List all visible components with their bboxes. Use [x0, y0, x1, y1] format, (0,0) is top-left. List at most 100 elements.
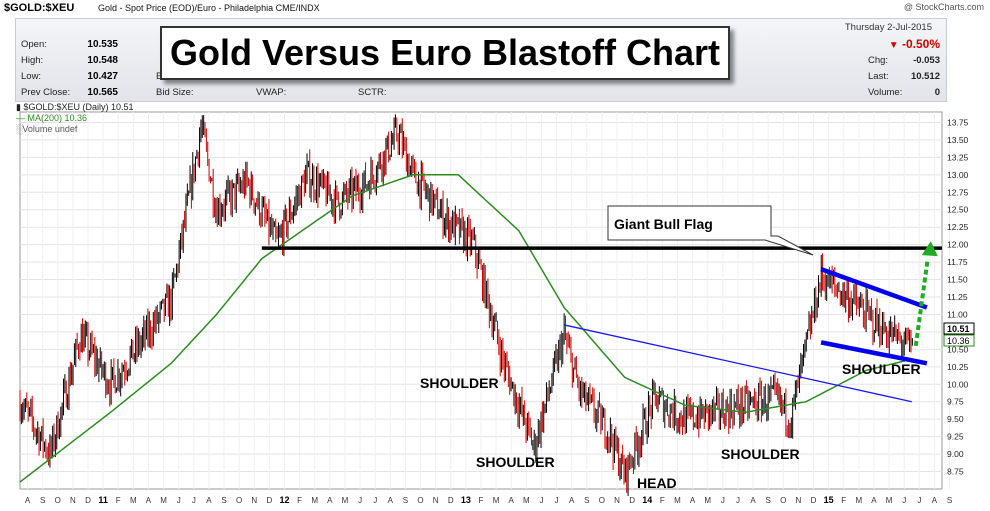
x-tick-label: J — [539, 496, 543, 505]
x-tick-label: M — [130, 496, 137, 505]
x-tick-label: O — [55, 496, 61, 505]
x-tick-label: O — [236, 496, 242, 505]
x-tick-label: A — [388, 496, 394, 505]
ma-tag: 10.36 — [943, 334, 975, 347]
y-tick-label: 12.00 — [947, 240, 969, 250]
x-tick-label: N — [614, 496, 620, 505]
y-tick-label: 9.50 — [947, 414, 964, 424]
x-tick-label: F — [297, 496, 302, 505]
x-tick-label: A — [25, 496, 31, 505]
quote-date: Thursday 2-Jul-2015 — [844, 22, 932, 33]
x-tick-label: J — [358, 496, 362, 505]
y-tick-label: 12.25 — [947, 222, 969, 232]
low-value: 10.427 — [87, 71, 118, 82]
x-tick-label: D — [267, 496, 273, 505]
legend-volume: ░Volume undef — [16, 124, 134, 135]
y-tick-label: 13.25 — [947, 152, 969, 162]
x-tick-label: D — [629, 496, 635, 505]
x-tick-label: S — [947, 496, 952, 505]
x-tick-label: M — [704, 496, 711, 505]
x-tick-label: A — [750, 496, 756, 505]
shoulder-label-2: SHOULDER — [476, 454, 555, 470]
vwap-label: VWAP: — [256, 87, 287, 98]
x-tick-label: M — [493, 496, 500, 505]
high-value: 10.548 — [87, 55, 118, 66]
prev-close-value: 10.565 — [87, 87, 118, 98]
x-tick-label: M — [342, 496, 349, 505]
y-tick-label: 9.75 — [947, 397, 964, 407]
ma-tag-label: 10.36 — [947, 336, 970, 346]
flag-lower-line — [820, 340, 928, 366]
shoulder-label-1: SHOULDER — [420, 375, 499, 391]
x-tick-label: 13 — [461, 495, 471, 505]
x-tick-label: J — [902, 496, 906, 505]
y-tick-label: 10.50 — [947, 344, 969, 354]
x-tick-label: M — [160, 496, 167, 505]
high-label: High: — [21, 55, 44, 66]
y-tick-label: 11.00 — [947, 309, 968, 319]
x-tick-label: M — [856, 496, 863, 505]
head-label: HEAD — [637, 475, 677, 491]
x-tick-label: N — [796, 496, 802, 505]
chart-description: Gold - Spot Price (EOD)/Euro - Philadelp… — [98, 3, 320, 13]
ma200-line — [19, 174, 909, 483]
x-tick-label: F — [660, 496, 665, 505]
x-tick-label: M — [886, 496, 893, 505]
y-tick-label: 13.00 — [947, 170, 969, 180]
x-tick-label: J — [192, 496, 196, 505]
x-tick-label: N — [433, 496, 439, 505]
chart-grid — [19, 111, 951, 490]
x-tick-label: N — [70, 496, 76, 505]
low-label: Low: — [21, 71, 42, 82]
x-tick-label: O — [417, 496, 423, 505]
price-tag-label: 10.51 — [947, 324, 970, 334]
x-tick-label: A — [509, 496, 515, 505]
x-axis: A S O N D 11 F M A M J J A S O N D 12 F M A M J J A S O N D 13 F M A M J J A… — [25, 495, 952, 505]
x-tick-label: J — [736, 496, 740, 505]
bull-flag-callout: Giant Bull Flag — [607, 205, 814, 256]
x-tick-label: J — [917, 496, 921, 505]
x-tick-label: J — [721, 496, 725, 505]
legend-price-text: $GOLD:$XEU (Daily) 10.51 — [23, 102, 134, 112]
y-tick-label: 8.75 — [947, 467, 964, 477]
x-tick-label: N — [251, 496, 257, 505]
x-tick-label: A — [146, 496, 152, 505]
prev-close-label: Prev Close: — [21, 87, 71, 98]
open-value: 10.535 — [87, 39, 118, 50]
x-tick-label: 14 — [642, 495, 652, 505]
y-tick-label: 13.75 — [947, 117, 969, 127]
y-tick-label: 12.75 — [947, 187, 969, 197]
bull-flag-label: Giant Bull Flag — [614, 216, 713, 232]
x-tick-label: O — [599, 496, 605, 505]
x-tick-label: O — [780, 496, 786, 505]
x-tick-label: S — [403, 496, 408, 505]
x-tick-label: A — [206, 496, 212, 505]
y-tick-label: 11.25 — [947, 292, 968, 302]
volume-value: 0 — [934, 87, 940, 98]
sctr-label: SCTR: — [358, 87, 387, 98]
shoulder-label-3: SHOULDER — [721, 446, 800, 462]
y-axis: 8.759.009.259.509.7510.0010.2510.5010.75… — [947, 117, 969, 476]
x-tick-label: A — [569, 496, 575, 505]
breakout-arrow-line — [913, 258, 930, 347]
y-tick-label: 11.50 — [947, 275, 968, 285]
legend-price: ▮ $GOLD:$XEU (Daily) 10.51 — [16, 102, 134, 113]
change-percent-value: -0.50% — [901, 37, 940, 51]
x-tick-label: S — [584, 496, 589, 505]
legend-volume-text: Volume undef — [22, 124, 78, 134]
x-tick-label: F — [479, 496, 484, 505]
x-tick-label: M — [311, 496, 318, 505]
y-tick-label: 9.25 — [947, 432, 964, 442]
x-tick-label: J — [373, 496, 377, 505]
x-tick-label: 12 — [280, 495, 290, 505]
x-tick-label: A — [690, 496, 696, 505]
x-tick-label: D — [448, 496, 454, 505]
bid-size-label: Bid Size: — [156, 87, 194, 98]
x-tick-label: S — [766, 496, 771, 505]
last-value: 10.512 — [910, 71, 940, 82]
chg-value: -0.053 — [913, 55, 940, 66]
x-tick-label: S — [40, 496, 45, 505]
chart-symbol: $GOLD:$XEU — [4, 2, 75, 14]
chart-credit: @ StockCharts.com — [903, 2, 984, 12]
